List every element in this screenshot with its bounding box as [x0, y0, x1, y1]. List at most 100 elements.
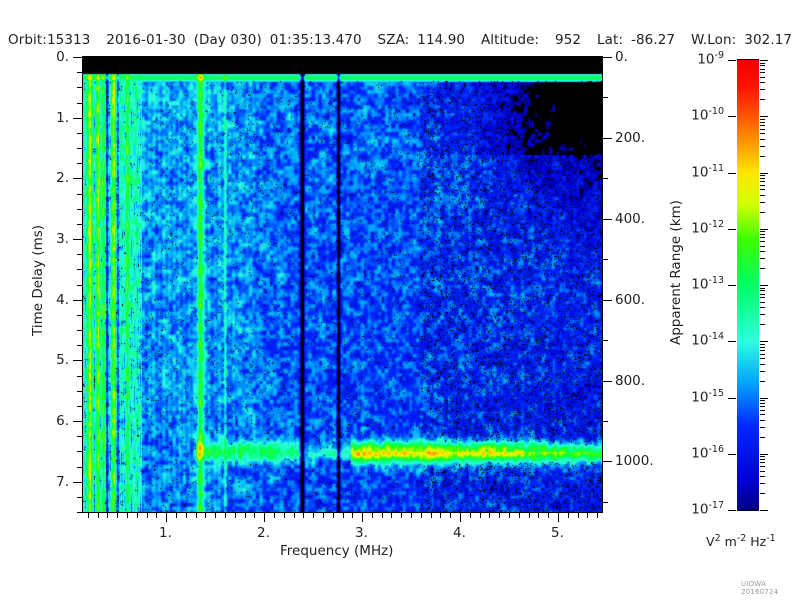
y2-tick-label: 600.	[615, 292, 646, 308]
y2-tick-major	[603, 381, 612, 382]
colorbar-tick-minor	[760, 251, 765, 252]
colorbar-tick-minor	[760, 175, 765, 176]
colorbar-tick-minor	[760, 400, 765, 401]
y2-tick-label: 0.	[615, 49, 628, 65]
x-tick-minor	[254, 513, 255, 518]
colorbar-tick-minor	[760, 288, 765, 289]
x-tick-major	[362, 513, 363, 522]
orbit-label: Orbit:	[8, 32, 47, 48]
colorbar-tick-minor	[760, 195, 765, 196]
colorbar-tick-major	[760, 510, 768, 511]
altitude-value: 952	[555, 32, 582, 48]
y2-tick-major	[603, 138, 612, 139]
y2-axis-title: Apparent Range (km)	[668, 200, 684, 345]
colorbar-gradient	[737, 60, 759, 510]
x-tick-minor	[137, 513, 138, 518]
colorbar-tick-minor	[760, 462, 765, 463]
day-of-year: (Day 030)	[193, 32, 262, 48]
colorbar-tick-minor	[760, 82, 765, 83]
colorbar-tick-major	[760, 116, 768, 117]
colorbar-tick-minor	[760, 294, 765, 295]
colorbar-tick-minor	[760, 77, 765, 78]
y-tick-label: 1.	[56, 110, 69, 126]
x-tick-minor	[88, 513, 89, 518]
observation-date: 2016-01-30	[106, 32, 186, 48]
y-tick-label: 6.	[56, 413, 69, 429]
x-tick-minor	[333, 513, 334, 518]
colorbar-tick-major	[760, 229, 768, 230]
y-tick-minor	[77, 269, 82, 270]
y-tick-minor	[77, 224, 82, 225]
x-tick-minor	[587, 513, 588, 518]
y2-tick-minor	[603, 502, 608, 503]
radargram-canvas	[83, 57, 602, 512]
x-tick-minor	[450, 513, 451, 518]
colorbar-tick-minor	[760, 476, 765, 477]
wlon-value: 302.17	[744, 32, 793, 48]
y-tick-major	[73, 482, 82, 483]
y-tick-label: 2.	[56, 170, 69, 186]
colorbar-tick-minor	[760, 212, 765, 213]
colorbar-tick-minor	[760, 139, 765, 140]
x-tick-minor	[205, 513, 206, 518]
x-tick-major	[264, 513, 265, 522]
x-tick-minor	[323, 513, 324, 518]
x-tick-minor	[215, 513, 216, 518]
colorbar-tick-label: 10-11	[691, 162, 724, 181]
colorbar-tick-major	[728, 398, 736, 399]
colorbar-tick-minor	[760, 181, 765, 182]
x-tick-minor	[235, 513, 236, 518]
colorbar-tick-minor	[760, 324, 765, 325]
x-tick-label: 4.	[453, 525, 466, 541]
y2-axis-line	[602, 56, 603, 513]
colorbar-tick-minor	[760, 189, 765, 190]
colorbar-tick-minor	[760, 307, 765, 308]
y-tick-minor	[77, 451, 82, 452]
x-tick-minor	[372, 513, 373, 518]
y2-tick-minor	[603, 97, 608, 98]
radargram-plot-area	[83, 57, 602, 512]
x-tick-minor	[509, 513, 510, 518]
colorbar-tick-minor	[760, 420, 765, 421]
colorbar-tick-major	[728, 60, 736, 61]
x-tick-minor	[382, 513, 383, 518]
x-tick-minor	[225, 513, 226, 518]
y-tick-major	[73, 360, 82, 361]
colorbar-tick-major	[760, 285, 768, 286]
colorbar-tick-minor	[760, 302, 765, 303]
x-tick-minor	[117, 513, 118, 518]
x-tick-minor	[431, 513, 432, 518]
colorbar-tick-major	[760, 398, 768, 399]
colorbar-tick-minor	[760, 156, 765, 157]
colorbar-tick-label: 10-9	[697, 50, 724, 68]
wlon-label: W.Lon:	[690, 32, 737, 48]
y-tick-minor	[77, 512, 82, 513]
x-axis-line	[82, 512, 603, 513]
colorbar-tick-major	[728, 285, 736, 286]
header-info-bar: Orbit: 15313 2016-01-30 (Day 030) 01:35:1…	[8, 31, 792, 49]
x-tick-major	[166, 513, 167, 522]
lat-label: Lat:	[597, 32, 624, 48]
x-tick-minor	[176, 513, 177, 518]
y-tick-minor	[77, 103, 82, 104]
y-tick-minor	[77, 194, 82, 195]
colorbar-tick-minor	[760, 347, 765, 348]
y-tick-minor	[77, 133, 82, 134]
x-tick-minor	[421, 513, 422, 518]
colorbar-tick-label: 10-17	[691, 500, 724, 518]
colorbar-tick-minor	[760, 459, 765, 460]
colorbar-tick-minor	[760, 410, 765, 411]
colorbar-tick-minor	[760, 63, 765, 64]
colorbar-tick-major	[760, 341, 768, 342]
colorbar-tick-minor	[760, 406, 765, 407]
colorbar-tick-major	[728, 341, 736, 342]
x-tick-minor	[470, 513, 471, 518]
colorbar-tick-minor	[760, 202, 765, 203]
y-tick-minor	[77, 209, 82, 210]
colorbar-tick-minor	[760, 493, 765, 494]
y2-tick-label: 1000.	[615, 453, 654, 469]
x-tick-minor	[147, 513, 148, 518]
colorbar-tick-minor	[760, 364, 765, 365]
y-tick-minor	[77, 285, 82, 286]
colorbar-tick-minor	[760, 437, 765, 438]
